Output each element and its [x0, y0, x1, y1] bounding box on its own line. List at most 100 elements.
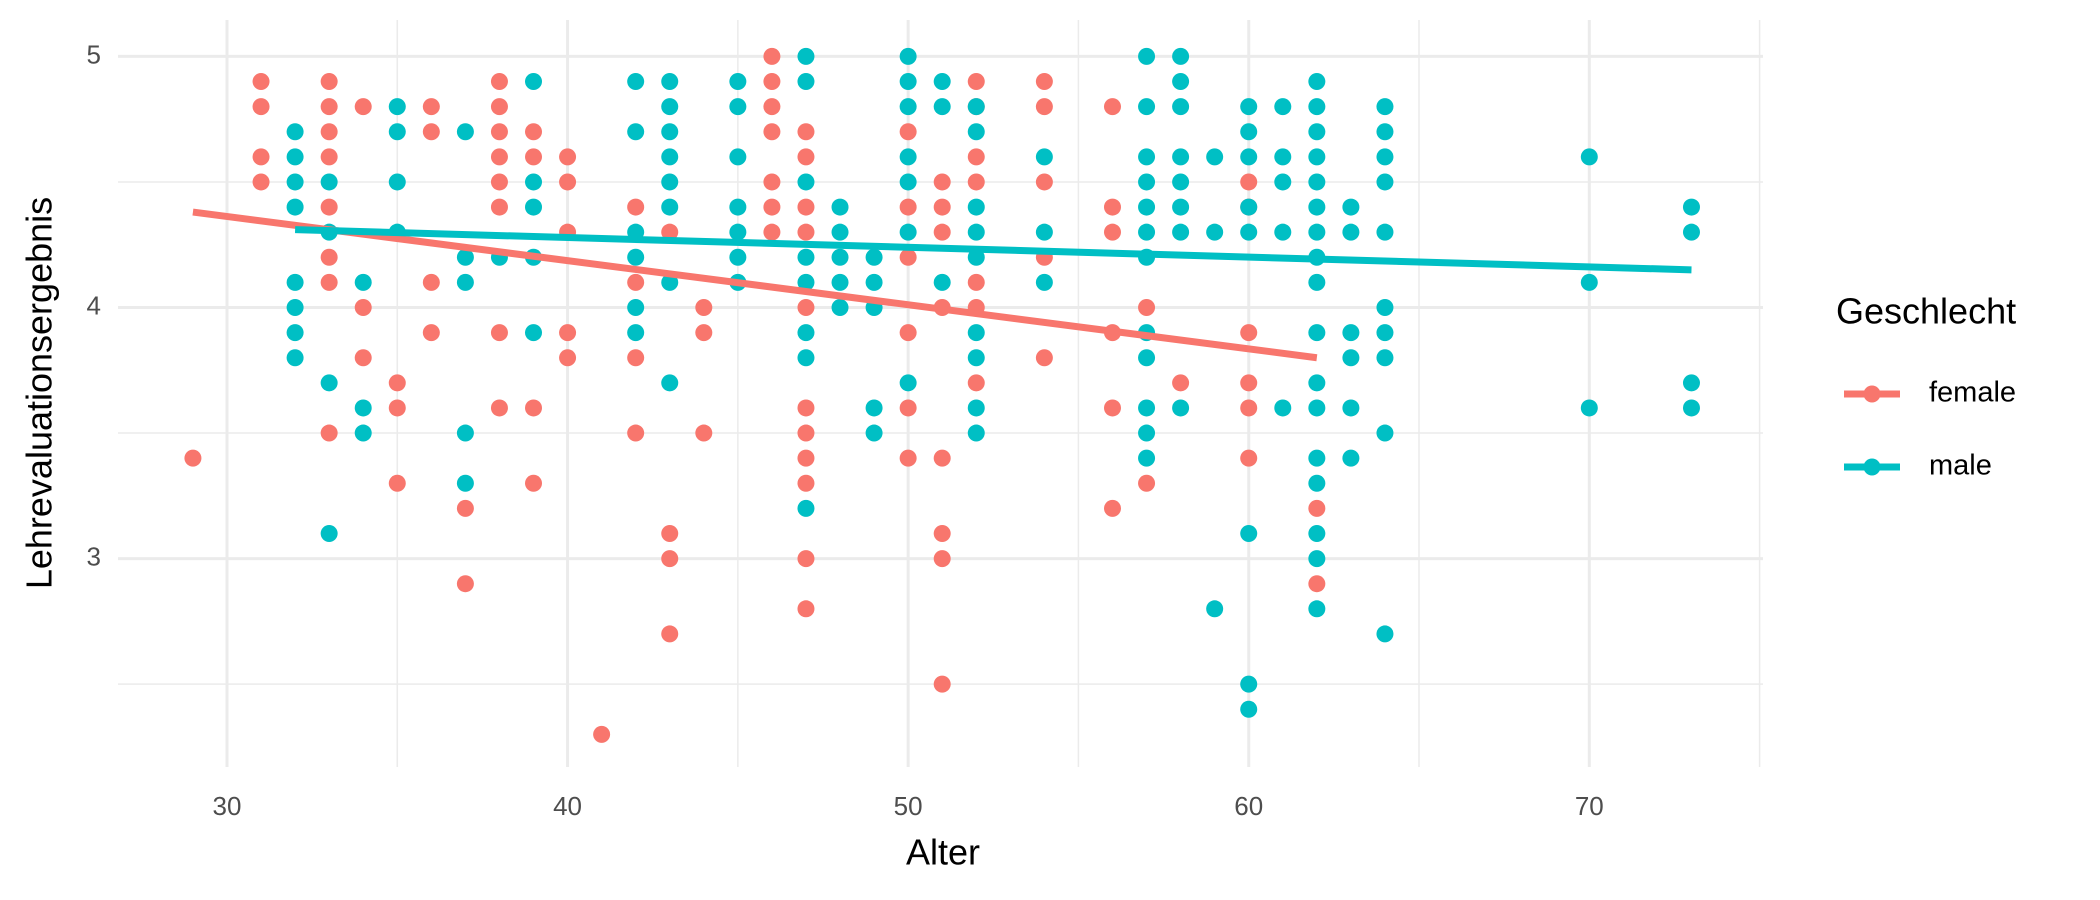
point — [797, 449, 815, 467]
point — [1035, 273, 1053, 291]
point — [1274, 399, 1292, 417]
point — [933, 173, 951, 191]
point — [1240, 173, 1258, 191]
point — [627, 273, 645, 291]
point — [899, 223, 917, 241]
point — [286, 123, 304, 141]
point — [627, 248, 645, 266]
point — [252, 173, 270, 191]
point — [354, 299, 372, 317]
point — [1035, 148, 1053, 166]
point — [1342, 449, 1360, 467]
point — [899, 248, 917, 266]
point — [320, 73, 338, 91]
point — [320, 424, 338, 442]
point — [695, 424, 713, 442]
point — [1138, 173, 1156, 191]
trend-line — [295, 226, 1692, 274]
point — [967, 424, 985, 442]
point — [1580, 399, 1598, 417]
point — [899, 374, 917, 392]
point — [1172, 98, 1190, 116]
point — [831, 198, 849, 216]
point — [967, 324, 985, 342]
point — [1274, 173, 1292, 191]
point — [1308, 273, 1326, 291]
point — [729, 148, 747, 166]
y-tick-label: 4 — [87, 290, 101, 320]
point — [933, 550, 951, 568]
point — [1240, 449, 1258, 467]
point — [933, 449, 951, 467]
point — [490, 173, 508, 191]
point — [1376, 123, 1394, 141]
point — [1035, 98, 1053, 116]
point — [1172, 47, 1190, 65]
point — [1035, 349, 1053, 367]
point — [661, 98, 679, 116]
point — [559, 173, 577, 191]
point — [490, 148, 508, 166]
point — [763, 198, 781, 216]
point — [661, 223, 679, 241]
point — [1103, 223, 1121, 241]
point — [354, 349, 372, 367]
point — [1342, 349, 1360, 367]
point — [1308, 98, 1326, 116]
point — [1240, 324, 1258, 342]
point — [1580, 148, 1598, 166]
point — [729, 98, 747, 116]
point — [729, 198, 747, 216]
point — [797, 198, 815, 216]
point — [729, 73, 747, 91]
legend: Geschlecht female male — [1836, 291, 2016, 482]
point — [320, 148, 338, 166]
point — [967, 273, 985, 291]
x-tick-label: 50 — [894, 791, 923, 821]
point — [286, 173, 304, 191]
point — [729, 223, 747, 241]
point — [456, 424, 474, 442]
point — [1206, 600, 1224, 618]
point — [661, 148, 679, 166]
point — [1376, 349, 1394, 367]
point — [1308, 123, 1326, 141]
point — [1308, 550, 1326, 568]
point — [797, 474, 815, 492]
point — [933, 524, 951, 542]
point — [456, 248, 474, 266]
point — [525, 148, 543, 166]
point — [899, 399, 917, 417]
point — [865, 248, 883, 266]
point — [1138, 223, 1156, 241]
point — [763, 173, 781, 191]
point — [1240, 223, 1258, 241]
point — [1138, 474, 1156, 492]
point — [967, 73, 985, 91]
point — [661, 73, 679, 91]
point — [1682, 374, 1700, 392]
point — [1376, 223, 1394, 241]
point — [1682, 223, 1700, 241]
point — [1308, 148, 1326, 166]
point — [184, 449, 202, 467]
point — [797, 248, 815, 266]
point — [899, 198, 917, 216]
point — [1376, 424, 1394, 442]
point — [1274, 148, 1292, 166]
point — [899, 173, 917, 191]
point — [1035, 173, 1053, 191]
point — [831, 248, 849, 266]
x-axis-title: Alter — [906, 832, 980, 873]
point — [627, 123, 645, 141]
point — [797, 424, 815, 442]
point — [1240, 98, 1258, 116]
point — [763, 98, 781, 116]
point — [1138, 399, 1156, 417]
point — [797, 123, 815, 141]
point — [797, 148, 815, 166]
trend-line — [192, 208, 1318, 362]
point — [1240, 198, 1258, 216]
point — [1240, 675, 1258, 693]
point — [490, 324, 508, 342]
